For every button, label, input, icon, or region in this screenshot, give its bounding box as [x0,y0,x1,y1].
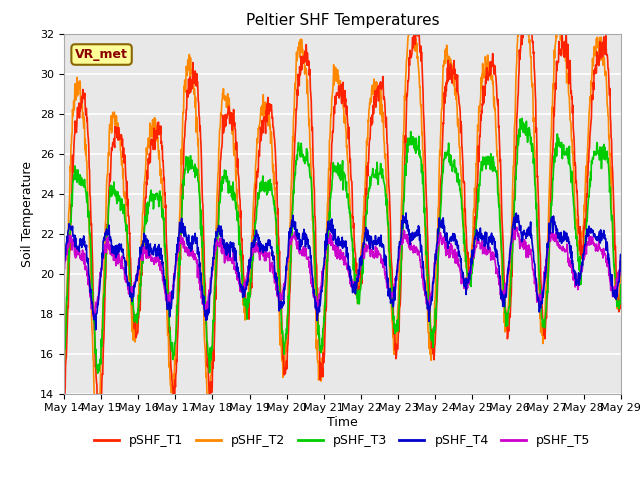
Line: pSHF_T3: pSHF_T3 [64,119,621,373]
pSHF_T4 [184,242,192,248]
pSHF_T2 [60,367,68,372]
pSHF_T3 [246,276,254,282]
pSHF_T5 [513,224,520,230]
pSHF_T4 [502,294,510,300]
X-axis label: Time: Time [327,416,358,429]
pSHF_T2 [93,422,100,428]
pSHF_T4 [92,327,100,333]
pSHF_T5 [246,254,254,260]
pSHF_T5 [502,286,509,291]
pSHF_T1 [246,292,254,298]
pSHF_T5 [89,313,97,319]
pSHF_T3 [552,154,559,160]
pSHF_T3 [518,116,526,121]
pSHF_T5 [617,256,625,262]
Title: Peltier SHF Temperatures: Peltier SHF Temperatures [246,13,439,28]
Line: pSHF_T1: pSHF_T1 [64,7,621,416]
pSHF_T1 [96,413,104,419]
pSHF_T3 [617,282,625,288]
pSHF_T2 [429,334,437,339]
pSHF_T1 [60,402,68,408]
pSHF_T2 [171,357,179,363]
pSHF_T4 [246,258,254,264]
Line: pSHF_T2: pSHF_T2 [64,0,621,425]
pSHF_T1 [617,288,625,294]
pSHF_T4 [60,264,68,269]
pSHF_T5 [184,252,192,258]
pSHF_T1 [523,4,531,10]
pSHF_T1 [552,80,559,86]
pSHF_T3 [502,324,509,329]
pSHF_T1 [502,309,509,314]
pSHF_T5 [552,239,559,244]
pSHF_T4 [617,252,625,257]
pSHF_T5 [171,273,179,279]
pSHF_T2 [502,328,509,334]
Legend: pSHF_T1, pSHF_T2, pSHF_T3, pSHF_T4, pSHF_T5: pSHF_T1, pSHF_T2, pSHF_T3, pSHF_T4, pSHF… [89,429,596,452]
pSHF_T3 [184,154,192,160]
pSHF_T2 [184,67,192,73]
pSHF_T1 [429,351,437,357]
pSHF_T4 [552,222,559,228]
pSHF_T2 [552,41,559,47]
pSHF_T4 [429,280,437,286]
Y-axis label: Soil Temperature: Soil Temperature [22,161,35,266]
Line: pSHF_T4: pSHF_T4 [64,213,621,330]
pSHF_T3 [94,370,102,376]
pSHF_T1 [184,87,192,93]
pSHF_T1 [171,402,179,408]
pSHF_T3 [429,345,437,350]
pSHF_T4 [402,210,410,216]
pSHF_T3 [60,360,68,365]
pSHF_T5 [60,259,68,265]
pSHF_T4 [171,273,179,279]
Line: pSHF_T5: pSHF_T5 [64,227,621,316]
Text: VR_met: VR_met [75,48,128,61]
pSHF_T3 [171,342,179,348]
pSHF_T5 [429,277,437,283]
pSHF_T2 [246,260,254,265]
pSHF_T2 [617,264,625,270]
